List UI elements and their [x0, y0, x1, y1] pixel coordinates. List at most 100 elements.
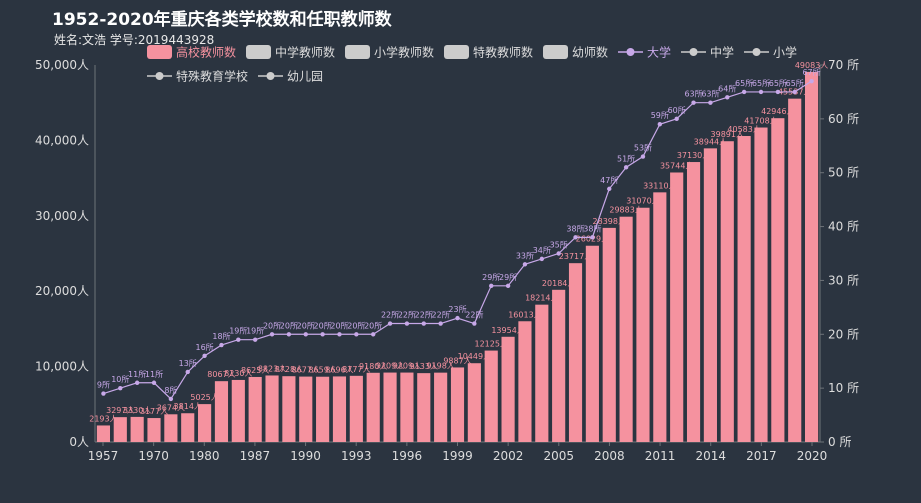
x-axis-tick-label: 2002 — [493, 449, 524, 463]
bar-value-label: 10449人 — [458, 352, 491, 361]
bar-value-label: 49083人 — [795, 61, 828, 70]
line-value-label: 20所 — [347, 320, 365, 330]
x-axis-tick-label: 1987 — [240, 449, 271, 463]
bar-value-label: 37130人 — [677, 151, 710, 160]
bar — [703, 148, 717, 442]
line-point — [303, 332, 308, 337]
line-point — [657, 122, 663, 127]
legend-label: 中学教师数 — [275, 45, 335, 60]
line-value-label: 22所 — [398, 310, 416, 320]
line-point — [775, 89, 781, 95]
bar — [366, 372, 380, 442]
line-value-label: 19所 — [229, 326, 247, 336]
x-axis-tick-label: 2020 — [797, 449, 828, 463]
bar-value-label: 16013人 — [508, 310, 541, 319]
line-point — [556, 251, 561, 256]
line-point — [219, 342, 224, 348]
bar — [720, 141, 734, 442]
bar — [602, 227, 616, 442]
bar — [450, 367, 465, 442]
bar — [113, 417, 127, 442]
line-point — [758, 89, 764, 95]
bar-value-label: 13954人 — [491, 326, 524, 335]
right-axis-tick-label: 50 所 — [828, 166, 859, 180]
legend-line-marker — [155, 72, 164, 80]
legend-label: 小学 — [773, 45, 797, 60]
bar-value-label: 3814人 — [174, 402, 202, 411]
bar — [686, 162, 701, 442]
legend-bar-swatch — [543, 45, 568, 59]
bar-value-label: 3674人 — [157, 403, 185, 412]
legend-line-marker — [689, 48, 698, 56]
bar — [96, 425, 111, 442]
chart-subtitle: 姓名:文浩 学号:2019443928 — [54, 33, 215, 47]
bar — [788, 98, 802, 443]
line-value-label: 22所 — [432, 310, 450, 320]
line-value-label: 22所 — [415, 310, 433, 320]
bar — [164, 414, 178, 442]
line-value-label: 23所 — [448, 304, 466, 314]
bar — [585, 245, 599, 442]
x-axis-tick-label: 1999 — [442, 449, 473, 463]
line-point — [134, 380, 140, 385]
line-value-label: 34所 — [533, 245, 551, 255]
line-value-label: 20所 — [297, 320, 315, 330]
left-axis-tick-label: 0人 — [69, 435, 89, 449]
line-point — [151, 380, 157, 385]
x-axis-tick-label: 1980 — [189, 449, 220, 463]
bar — [349, 375, 363, 442]
x-axis-tick-label: 1996 — [392, 449, 423, 463]
line-point — [320, 332, 325, 337]
bar-value-label: 29883人 — [609, 206, 642, 215]
line-value-label: 11所 — [145, 369, 163, 379]
bar — [484, 350, 498, 442]
x-axis-tick-label: 1990 — [290, 449, 321, 463]
line-point — [354, 332, 359, 337]
bar — [636, 207, 650, 442]
legend-bar-swatch — [246, 45, 271, 59]
line-point — [337, 332, 342, 337]
bar — [467, 363, 481, 442]
line-point — [674, 116, 679, 122]
line-point — [252, 337, 258, 342]
line-value-label: 35所 — [550, 240, 568, 250]
bar-value-label: 8067人 — [207, 370, 235, 379]
bar — [754, 127, 768, 443]
bar-value-label: 9180人 — [359, 362, 387, 371]
bar — [417, 373, 431, 442]
legend-bar-swatch — [345, 45, 370, 59]
line-value-label: 10所 — [111, 374, 129, 384]
line-value-label: 29所 — [499, 272, 517, 282]
line-value-label: 29所 — [482, 272, 500, 282]
bar-value-label: 39891人 — [711, 130, 744, 139]
line-value-label: 47所 — [600, 175, 618, 185]
line-value-label: 63所 — [701, 89, 719, 99]
bar-value-label: 9887人 — [443, 356, 471, 365]
line-point — [539, 256, 545, 262]
bar-value-label: 38944人 — [694, 137, 727, 146]
line-point — [168, 396, 174, 402]
line-value-label: 22所 — [465, 310, 483, 320]
legend-line-marker — [626, 48, 635, 56]
line-point — [421, 321, 426, 326]
bar — [282, 376, 296, 442]
line-point — [607, 186, 612, 192]
line-value-label: 16所 — [195, 342, 213, 352]
legend-label: 大学 — [647, 45, 671, 60]
bar-value-label: 8230人 — [224, 369, 252, 378]
bar-value-label: 12125人 — [474, 340, 507, 349]
bar — [804, 71, 819, 442]
right-axis-tick-label: 20 所 — [828, 327, 859, 341]
line-point — [185, 369, 190, 375]
line-value-label: 51所 — [617, 153, 635, 163]
line-value-label: 18所 — [212, 331, 230, 341]
bar — [535, 304, 549, 442]
line-point — [489, 283, 494, 289]
line-value-label: 22所 — [381, 310, 399, 320]
line-point — [118, 385, 123, 391]
line-value-label: 8所 — [164, 385, 177, 395]
left-axis-tick-label: 50,000人 — [35, 58, 89, 72]
